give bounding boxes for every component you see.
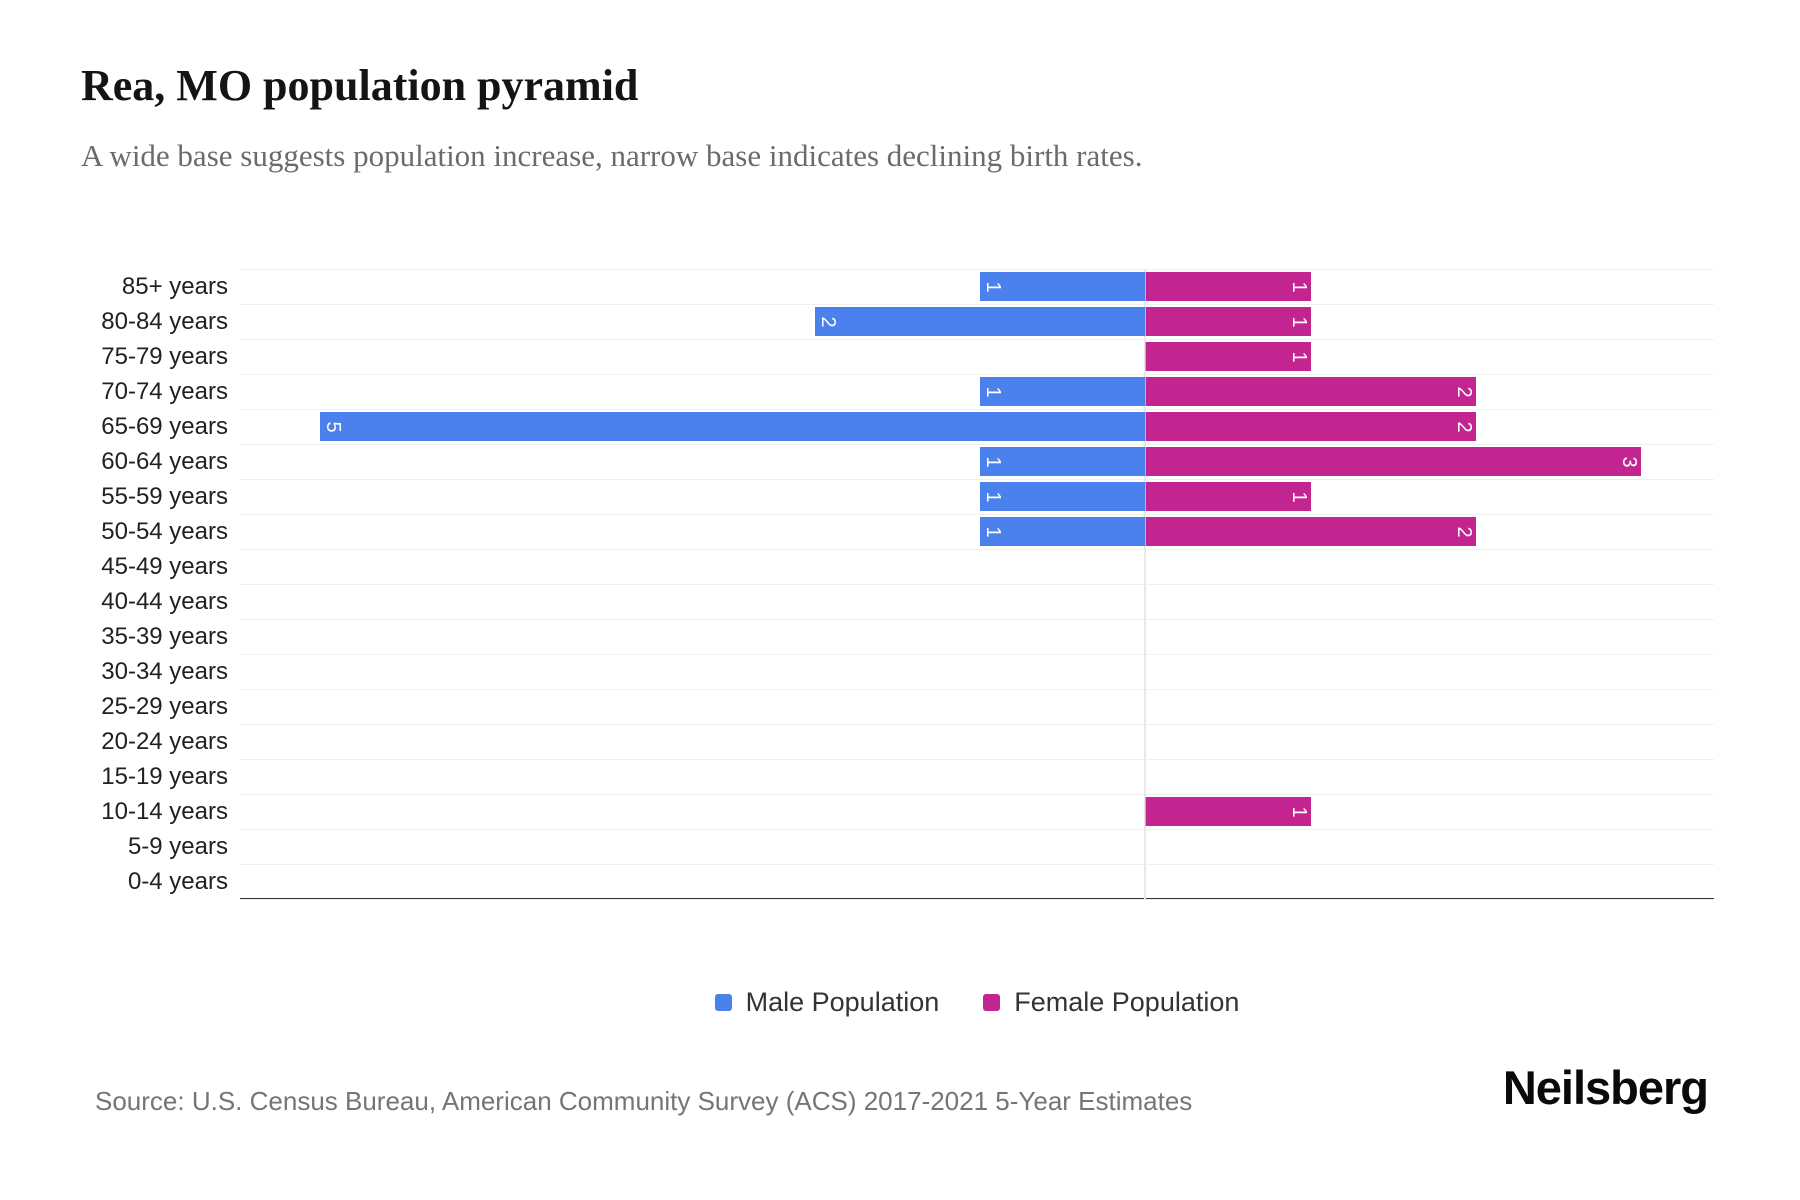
gridline (240, 444, 1714, 445)
bar-value-label: 2 (1452, 525, 1475, 538)
female-bar[interactable]: 2 (1145, 377, 1476, 406)
bar-value-label: 1 (982, 280, 1005, 293)
bar-value-label: 1 (1287, 805, 1310, 818)
bar-value-label: 1 (982, 525, 1005, 538)
female-bar[interactable]: 1 (1145, 272, 1311, 301)
bar-value-label: 2 (1452, 385, 1475, 398)
gridline (240, 689, 1714, 690)
gridline (240, 794, 1714, 795)
age-label: 20-24 years (101, 728, 228, 755)
male-bar[interactable]: 1 (980, 377, 1146, 406)
legend: Male Population Female Population (240, 984, 1714, 1020)
female-bar[interactable]: 1 (1145, 342, 1311, 371)
gridline (240, 304, 1714, 305)
gridline (240, 549, 1714, 550)
gridline (240, 759, 1714, 760)
chart-title: Rea, MO population pyramid (81, 61, 639, 110)
age-label: 60-64 years (101, 448, 228, 475)
age-label: 0-4 years (127, 868, 228, 895)
y-axis-category-labels: 85+ years 80-84 years 75-79 years 70-74 yea… (0, 269, 228, 899)
age-label: 45-49 years (101, 553, 228, 580)
bar-value-label: 5 (322, 420, 345, 433)
gridline (240, 339, 1714, 340)
bar-value-label: 3 (1617, 455, 1640, 468)
bar-value-label: 1 (1287, 350, 1310, 363)
bar-value-label: 1 (1287, 315, 1310, 328)
neilsberg-logo: Neilsberg (1502, 1061, 1709, 1114)
gridline (240, 479, 1714, 480)
age-label: 85+ years (121, 273, 228, 300)
age-label: 55-59 years (101, 483, 228, 510)
legend-label-female: Female Population (1014, 986, 1240, 1017)
gridline (240, 374, 1714, 375)
age-label: 30-34 years (101, 658, 228, 685)
male-bar[interactable]: 1 (980, 517, 1146, 546)
bar-value-label: 1 (1287, 280, 1310, 293)
age-label: 50-54 years (101, 518, 228, 545)
female-bar[interactable]: 2 (1145, 517, 1476, 546)
age-label: 25-29 years (101, 693, 228, 720)
female-color-swatch (983, 993, 1001, 1011)
population-pyramid-chart: 85+ years 80-84 years 75-79 years 70-74 yea… (0, 269, 1800, 900)
gridline (240, 724, 1714, 725)
female-bar[interactable]: 1 (1145, 482, 1311, 511)
male-bar[interactable]: 2 (815, 307, 1146, 336)
age-label: 35-39 years (101, 623, 228, 650)
gridline (240, 584, 1714, 585)
male-bar[interactable]: 1 (980, 447, 1146, 476)
bar-value-label: 1 (982, 490, 1005, 503)
male-color-swatch (714, 993, 732, 1011)
female-bar[interactable]: 1 (1145, 797, 1311, 826)
female-bar[interactable]: 3 (1145, 447, 1641, 476)
age-label: 15-19 years (101, 763, 228, 790)
gridline (240, 864, 1714, 865)
plot-area: 1 1 2 1 1 1 2 5 2 1 3 1 1 1 2 1 (240, 269, 1714, 900)
legend-item-male[interactable]: Male Population (714, 986, 940, 1018)
bar-value-label: 1 (982, 385, 1005, 398)
source-attribution: Source: U.S. Census Bureau, American Com… (95, 1086, 1193, 1116)
bar-value-label: 2 (1452, 420, 1475, 433)
gridline (240, 514, 1714, 515)
gridline (240, 619, 1714, 620)
gridline (240, 899, 1714, 900)
male-bar[interactable]: 5 (320, 412, 1146, 441)
age-label: 75-79 years (101, 343, 228, 370)
age-label: 5-9 years (127, 833, 228, 860)
male-bar[interactable]: 1 (980, 482, 1146, 511)
age-label: 40-44 years (101, 588, 228, 615)
legend-label-male: Male Population (745, 986, 940, 1017)
age-label: 10-14 years (101, 798, 228, 825)
gridline (240, 409, 1714, 410)
gridline (240, 269, 1714, 270)
gridline (240, 654, 1714, 655)
bar-value-label: 1 (1287, 490, 1310, 503)
gridline (240, 829, 1714, 830)
center-axis-line (1144, 269, 1146, 899)
male-bar[interactable]: 1 (980, 272, 1146, 301)
age-label: 80-84 years (101, 308, 228, 335)
female-bar[interactable]: 1 (1145, 307, 1311, 336)
bar-value-label: 1 (982, 455, 1005, 468)
legend-item-female[interactable]: Female Population (983, 987, 1239, 1018)
chart-subtitle: A wide base suggests population increase… (81, 138, 1143, 173)
female-bar[interactable]: 2 (1145, 412, 1476, 441)
age-label: 65-69 years (101, 413, 228, 440)
bar-value-label: 2 (817, 315, 840, 328)
age-label: 70-74 years (101, 378, 228, 405)
